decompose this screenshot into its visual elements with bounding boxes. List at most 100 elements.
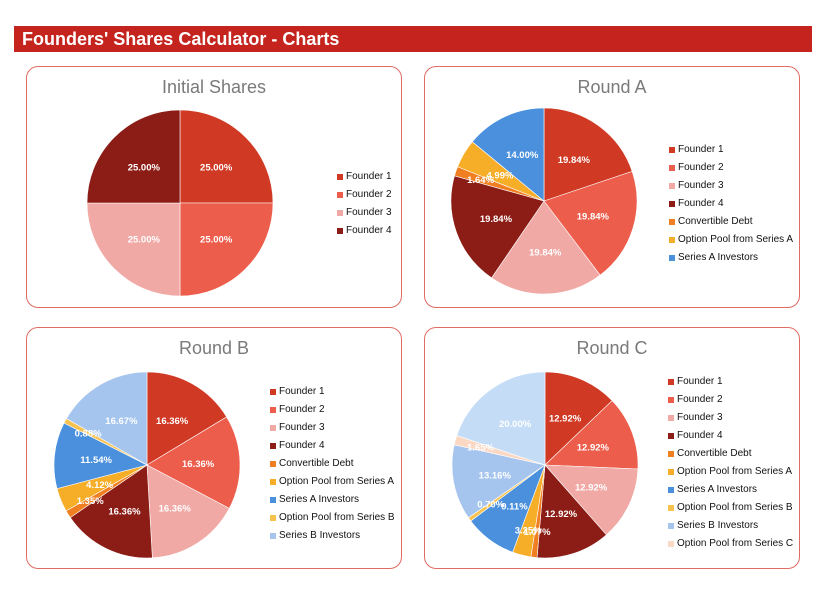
legend-item-option-pool-from-series-b: Option Pool from Series B bbox=[270, 509, 395, 527]
legend-item-founder-1: Founder 1 bbox=[337, 168, 392, 186]
pie-slice-series-a-investors bbox=[471, 107, 545, 202]
pie-chart-round-c: 12.92% 12.92% 12.92% 12.92% 1.07%3.25% 9.11%0… bbox=[451, 371, 639, 559]
pie-slice-founder-3 bbox=[146, 464, 230, 559]
data-label-option-pool-from-series-b: 0.88% bbox=[75, 429, 102, 440]
legend-swatch bbox=[668, 541, 674, 547]
pie-slice-series-b-investors bbox=[451, 444, 546, 519]
pie-slice-founder-4 bbox=[450, 175, 545, 279]
legend-label: Option Pool from Series A bbox=[678, 234, 794, 245]
chart-panel-initial-shares: Initial Shares 25.00% 25.00% 25.00% 25.00% … bbox=[26, 66, 402, 308]
legend-label: Series A Investors bbox=[678, 252, 759, 263]
data-label-founder-2: 16.36% bbox=[182, 459, 215, 470]
legend-swatch bbox=[668, 523, 674, 529]
pie-slice-series-b-investors bbox=[66, 371, 148, 466]
legend-label: Founder 1 bbox=[678, 144, 724, 155]
data-label-convertible-debt: 1.64% bbox=[467, 175, 494, 186]
legend-label: Founder 3 bbox=[346, 207, 392, 218]
chart-title: Round B bbox=[178, 338, 250, 358]
legend-label: Founder 3 bbox=[678, 180, 724, 191]
chart-legend: Founder 1 Founder 2 Founder 3 Founder 4 bbox=[337, 168, 392, 240]
pie-slice-founder-1 bbox=[179, 109, 274, 204]
legend-swatch bbox=[668, 505, 674, 511]
data-label-founder-2: 19.84% bbox=[577, 212, 610, 223]
legend-swatch bbox=[668, 379, 674, 385]
legend-swatch bbox=[668, 415, 674, 421]
pie-slice-founder-2 bbox=[544, 400, 639, 470]
chart-panel-round-b: Round B 16.36% 16.36% 16.36% 16.36% 1.35% 4.1… bbox=[26, 327, 402, 569]
legend-item-convertible-debt: Convertible Debt bbox=[270, 455, 395, 473]
pie-slice-founder-1 bbox=[544, 371, 613, 466]
legend-item-option-pool-from-series-c: Option Pool from Series C bbox=[668, 535, 793, 553]
legend-item-founder-1: Founder 1 bbox=[669, 141, 793, 159]
legend-label: Option Pool from Series A bbox=[677, 466, 793, 477]
legend-swatch bbox=[669, 255, 675, 261]
data-label-series-c-investors: 20.00% bbox=[499, 419, 532, 430]
legend-swatch bbox=[337, 174, 343, 180]
legend-label: Series A Investors bbox=[279, 494, 360, 505]
legend-item-series-b-investors: Series B Investors bbox=[668, 517, 793, 535]
chart-title: Round C bbox=[576, 338, 648, 358]
legend-swatch bbox=[669, 183, 675, 189]
legend-item-founder-4: Founder 4 bbox=[337, 222, 392, 240]
legend-label: Founder 3 bbox=[677, 412, 723, 423]
legend-label: Convertible Debt bbox=[279, 458, 354, 469]
legend-item-founder-4: Founder 4 bbox=[270, 437, 395, 455]
pie-chart-initial-shares: 25.00% 25.00% 25.00% 25.00% bbox=[86, 109, 274, 297]
legend-swatch bbox=[669, 147, 675, 153]
legend-item-founder-4: Founder 4 bbox=[668, 427, 793, 445]
data-label-founder-3: 12.92% bbox=[575, 483, 608, 494]
legend-swatch bbox=[270, 497, 276, 503]
legend-item-series-a-investors: Series A Investors bbox=[270, 491, 395, 509]
chart-title: Initial Shares bbox=[161, 77, 267, 97]
pie-slice-founder-4 bbox=[69, 464, 153, 559]
legend-item-founder-1: Founder 1 bbox=[270, 383, 395, 401]
pie-slice-founder-1 bbox=[146, 371, 228, 466]
page-header: Founders' Shares Calculator - Charts bbox=[14, 26, 812, 52]
pie-slice-founder-4 bbox=[86, 109, 181, 204]
legend-item-founder-3: Founder 3 bbox=[669, 177, 793, 195]
legend-item-founder-2: Founder 2 bbox=[669, 159, 793, 177]
legend-label: Founder 1 bbox=[279, 386, 325, 397]
legend-label: Founder 4 bbox=[678, 198, 724, 209]
pie-slice-founder-3 bbox=[544, 464, 639, 536]
data-label-founder-3: 25.00% bbox=[128, 235, 161, 246]
legend-swatch bbox=[270, 443, 276, 449]
legend-label: Founder 4 bbox=[677, 430, 723, 441]
legend-label: Option Pool from Series C bbox=[677, 538, 794, 549]
legend-label: Founder 1 bbox=[346, 171, 392, 182]
legend-item-series-a-investors: Series A Investors bbox=[668, 481, 793, 499]
pie-slice-series-c-investors bbox=[456, 371, 546, 466]
legend-item-founder-3: Founder 3 bbox=[270, 419, 395, 437]
data-label-founder-4: 12.92% bbox=[545, 509, 578, 520]
data-label-option-pool-from-series-c: 1.65% bbox=[467, 443, 494, 454]
chart-panel-round-c: Round C 12.92% 12.92% 12.92% 12.92% 1.07% 3.2… bbox=[424, 327, 800, 569]
legend-swatch bbox=[270, 389, 276, 395]
pie-slice-founder-2 bbox=[179, 202, 274, 297]
page-title: Founders' Shares Calculator - Charts bbox=[22, 29, 340, 49]
legend-item-option-pool-from-series-b: Option Pool from Series B bbox=[668, 499, 793, 517]
legend-item-founder-3: Founder 3 bbox=[668, 409, 793, 427]
legend-swatch bbox=[669, 165, 675, 171]
data-label-series-b-investors: 13.16% bbox=[479, 470, 512, 481]
pie-chart-round-a: 19.84% 19.84% 19.84% 19.84% 1.64%4.99% 14.00% bbox=[450, 107, 638, 295]
legend-item-founder-2: Founder 2 bbox=[668, 391, 793, 409]
legend-label: Founder 2 bbox=[677, 394, 723, 405]
pie-slice-founder-2 bbox=[146, 416, 241, 509]
legend-swatch bbox=[668, 397, 674, 403]
legend-swatch bbox=[270, 461, 276, 467]
pie-slice-founder-3 bbox=[491, 200, 601, 295]
legend-label: Founder 3 bbox=[279, 422, 325, 433]
data-label-option-pool-from-series-a: 4.99% bbox=[487, 170, 514, 181]
legend-swatch bbox=[270, 407, 276, 413]
legend-item-series-b-investors: Series B Investors bbox=[270, 527, 395, 545]
legend-item-convertible-debt: Convertible Debt bbox=[668, 445, 793, 463]
legend-swatch bbox=[669, 237, 675, 243]
legend-label: Founder 4 bbox=[279, 440, 325, 451]
legend-swatch bbox=[337, 210, 343, 216]
data-label-founder-4: 16.36% bbox=[108, 506, 141, 517]
data-label-series-b-investors: 16.67% bbox=[105, 416, 138, 427]
legend-item-series-a-investors: Series A Investors bbox=[669, 249, 793, 267]
data-label-series-a-investors: 11.54% bbox=[80, 455, 112, 466]
legend-swatch bbox=[669, 219, 675, 225]
legend-item-founder-2: Founder 2 bbox=[270, 401, 395, 419]
